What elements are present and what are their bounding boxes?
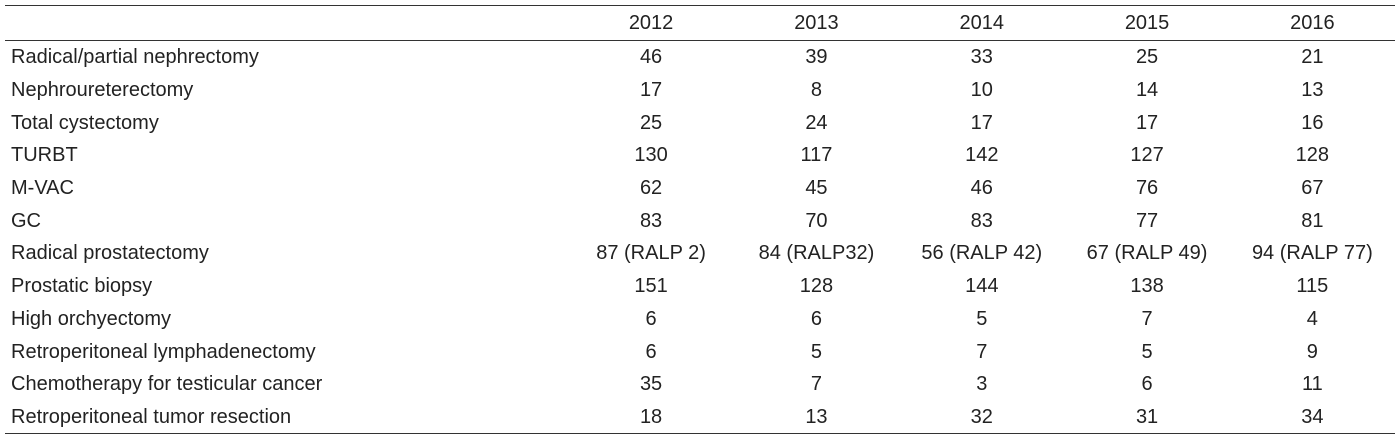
row-label: Nephroureterectomy bbox=[11, 79, 194, 102]
cell: 25 bbox=[639, 111, 663, 134]
cell: 130 bbox=[634, 144, 668, 167]
row-label: Total cystectomy bbox=[11, 111, 159, 134]
cell: 31 bbox=[1135, 405, 1159, 428]
cell: 4 bbox=[1306, 307, 1318, 330]
cell: 67 (RALP 49) bbox=[1086, 242, 1208, 265]
row-label: Retroperitoneal tumor resection bbox=[11, 405, 292, 428]
cell: 76 bbox=[1135, 177, 1159, 200]
table-row: M-VAC 62 45 46 76 67 bbox=[5, 172, 1395, 205]
row-label: High orchyectomy bbox=[11, 307, 172, 330]
row-label: Radical/partial nephrectomy bbox=[11, 46, 259, 69]
cell: 144 bbox=[965, 275, 999, 298]
column-header: 2012 bbox=[628, 11, 674, 34]
table-row: Retroperitoneal tumor resection 18 13 32 31 3… bbox=[5, 401, 1395, 434]
cell: 87 (RALP 2) bbox=[596, 242, 706, 265]
cell: 17 bbox=[1135, 111, 1159, 134]
cell: 6 bbox=[810, 307, 822, 330]
cell: 115 bbox=[1296, 275, 1329, 298]
cell: 5 bbox=[1141, 340, 1153, 363]
cell: 24 bbox=[805, 111, 828, 134]
cell: 84 (RALP32) bbox=[758, 242, 875, 265]
cell: 45 bbox=[805, 177, 828, 200]
table-row: Radical/partial nephrectomy 46 39 33 25 21 bbox=[5, 41, 1395, 74]
cell: 67 bbox=[1301, 177, 1324, 200]
cell: 94 (RALP 77) bbox=[1251, 242, 1373, 265]
cell: 83 bbox=[639, 209, 663, 232]
row-label: Retroperitoneal lymphadenectomy bbox=[11, 340, 316, 363]
cell: 70 bbox=[805, 209, 828, 232]
table-row: GC 83 70 83 77 81 bbox=[5, 204, 1395, 237]
cell: 16 bbox=[1301, 111, 1324, 134]
cell: 3 bbox=[976, 373, 988, 396]
table-row: Prostatic biopsy 151 128 144 138 115 bbox=[5, 270, 1395, 303]
row-label: Chemotherapy for testicular cancer bbox=[11, 373, 323, 396]
column-header: 2013 bbox=[794, 11, 839, 34]
table-row: Radical prostatectomy 87 (RALP 2) 84 (RALP… bbox=[5, 237, 1395, 270]
column-header: 2015 bbox=[1124, 11, 1170, 34]
row-label: M-VAC bbox=[11, 177, 74, 200]
row-label: Radical prostatectomy bbox=[11, 242, 209, 265]
cell: 7 bbox=[1141, 307, 1153, 330]
cell: 18 bbox=[639, 405, 663, 428]
table-row: TURBT 130 117 142 127 128 bbox=[5, 139, 1395, 172]
cell: 56 (RALP 42) bbox=[921, 242, 1043, 265]
row-label: TURBT bbox=[11, 144, 78, 167]
cell: 128 bbox=[799, 275, 834, 298]
cell: 33 bbox=[970, 46, 993, 69]
cell: 17 bbox=[970, 111, 993, 134]
column-header: 2014 bbox=[959, 11, 1005, 34]
cell: 7 bbox=[976, 340, 988, 363]
table-row: Chemotherapy for testicular cancer 35 7 3 6 1… bbox=[5, 368, 1395, 401]
cell: 117 bbox=[800, 144, 833, 167]
cell: 6 bbox=[1141, 373, 1153, 396]
cell: 17 bbox=[639, 79, 663, 102]
cell: 5 bbox=[810, 340, 822, 363]
table-row: High orchyectomy 6 6 5 7 4 bbox=[5, 303, 1395, 336]
cell: 77 bbox=[1135, 209, 1159, 232]
table-body: Radical/partial nephrectomy 46 39 33 25 21 Nep… bbox=[5, 41, 1395, 434]
cell: 6 bbox=[645, 307, 657, 330]
cell: 142 bbox=[965, 144, 999, 167]
header-row: 2012 2013 2014 2015 2016 bbox=[5, 5, 1395, 41]
cell: 11 bbox=[1301, 373, 1323, 396]
column-header: 2016 bbox=[1290, 11, 1335, 34]
cell: 21 bbox=[1301, 46, 1324, 69]
table-row: Total cystectomy 25 24 17 17 16 bbox=[5, 106, 1395, 139]
cell: 14 bbox=[1135, 79, 1159, 102]
cell: 127 bbox=[1130, 144, 1164, 167]
cell: 46 bbox=[639, 46, 663, 69]
row-label: GC bbox=[11, 209, 41, 232]
cell: 81 bbox=[1301, 209, 1324, 232]
cell: 138 bbox=[1130, 275, 1164, 298]
cell: 7 bbox=[810, 373, 822, 396]
cell: 35 bbox=[639, 373, 663, 396]
cell: 46 bbox=[970, 177, 993, 200]
table-row: Retroperitoneal lymphadenectomy 6 5 7 5 9 bbox=[5, 335, 1395, 368]
cell: 32 bbox=[970, 405, 993, 428]
cell: 128 bbox=[1295, 144, 1330, 167]
cell: 62 bbox=[639, 177, 663, 200]
cell: 13 bbox=[1301, 79, 1324, 102]
cell: 8 bbox=[810, 79, 822, 102]
cell: 9 bbox=[1306, 340, 1318, 363]
data-table: 2012 2013 2014 2015 2016 Radical/partial nep… bbox=[5, 5, 1395, 434]
cell: 34 bbox=[1301, 405, 1324, 428]
cell: 39 bbox=[805, 46, 828, 69]
cell: 5 bbox=[976, 307, 988, 330]
cell: 151 bbox=[634, 275, 668, 298]
cell: 25 bbox=[1135, 46, 1159, 69]
row-label: Prostatic biopsy bbox=[11, 275, 153, 298]
cell: 10 bbox=[970, 79, 993, 102]
cell: 13 bbox=[805, 405, 828, 428]
column-header bbox=[5, 6, 568, 41]
table-row: Nephroureterectomy 17 8 10 14 13 bbox=[5, 74, 1395, 107]
cell: 83 bbox=[970, 209, 993, 232]
cell: 6 bbox=[645, 340, 657, 363]
